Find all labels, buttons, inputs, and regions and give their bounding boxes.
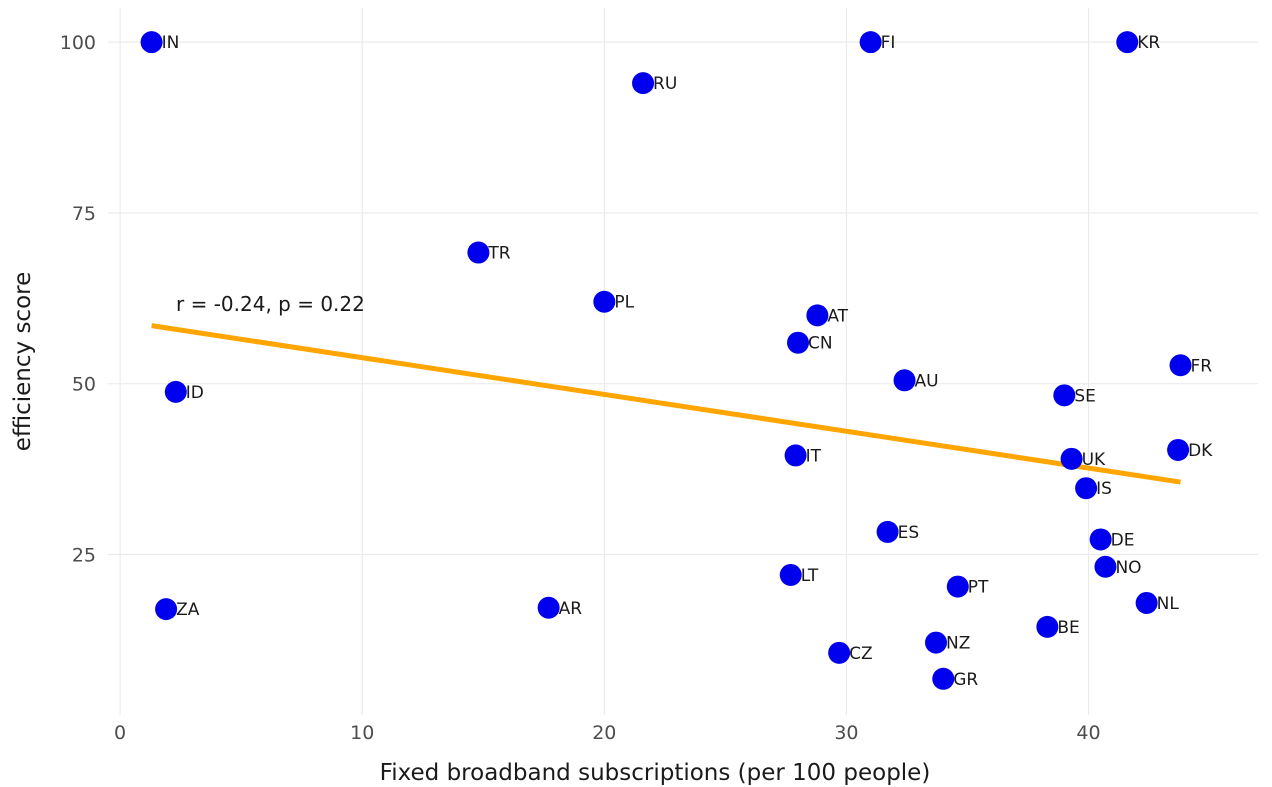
data-point-nl xyxy=(1135,591,1158,614)
point-label-ru: RU xyxy=(653,74,677,94)
data-point-se xyxy=(1053,384,1076,407)
y-tick-label: 75 xyxy=(72,203,96,225)
point-label-at: AT xyxy=(827,306,848,326)
point-label-lt: LT xyxy=(801,566,819,586)
gridlines xyxy=(108,8,1258,715)
correlation-annotation: r = -0.24, p = 0.22 xyxy=(176,292,365,316)
data-point-be xyxy=(1036,615,1059,638)
data-point-kr xyxy=(1116,31,1139,54)
data-point-lt xyxy=(779,563,802,586)
point-label-es: ES xyxy=(898,523,920,543)
point-label-be: BE xyxy=(1057,618,1079,638)
point-label-dk: DK xyxy=(1188,441,1213,461)
x-tick-label: 0 xyxy=(114,722,126,744)
data-point-cn xyxy=(787,331,809,354)
point-label-fi: FI xyxy=(881,33,896,53)
point-label-id: ID xyxy=(186,383,204,403)
point-label-de: DE xyxy=(1111,530,1135,550)
trend-line xyxy=(151,323,1181,485)
point-label-se: SE xyxy=(1074,386,1096,406)
y-tick-label: 100 xyxy=(60,32,96,54)
data-points: IN RU FI KR TR PL AT CN ID AU SE FR IT UK DK IS ES DE NO LT… xyxy=(140,31,1213,690)
point-label-cn: CN xyxy=(808,334,833,354)
data-point-at xyxy=(806,304,829,327)
data-point-id xyxy=(164,380,187,403)
data-point-in xyxy=(140,31,163,54)
data-point-es xyxy=(876,520,899,543)
point-label-kr: KR xyxy=(1137,33,1160,53)
data-point-au xyxy=(893,369,916,392)
point-label-in: IN xyxy=(162,33,180,53)
data-point-ru xyxy=(632,72,655,95)
data-point-gr xyxy=(932,667,955,690)
y-tick-label: 25 xyxy=(72,544,96,566)
data-point-de xyxy=(1089,528,1112,551)
point-label-cz: CZ xyxy=(849,644,873,664)
point-label-tr: TR xyxy=(487,244,510,264)
point-label-gr: GR xyxy=(953,670,978,690)
point-label-nz: NZ xyxy=(946,634,970,654)
x-tick-label: 30 xyxy=(834,722,858,744)
point-label-za: ZA xyxy=(176,600,200,620)
data-point-fi xyxy=(859,31,882,54)
point-label-fr: FR xyxy=(1191,356,1213,376)
x-axis-title: Fixed broadband subscriptions (per 100 p… xyxy=(380,760,931,786)
point-label-pt: PT xyxy=(968,578,989,598)
data-point-fr xyxy=(1169,354,1192,377)
x-tick-label: 20 xyxy=(592,722,616,744)
data-point-pl xyxy=(593,290,616,313)
tick-labels: 0 10 20 30 40 25 50 75 100 xyxy=(60,32,1101,744)
data-point-it xyxy=(784,444,807,467)
y-tick-label: 50 xyxy=(72,374,96,396)
data-point-is xyxy=(1075,477,1098,500)
data-point-tr xyxy=(467,241,490,264)
y-axis-title: efficiency score xyxy=(10,272,36,452)
point-label-uk: UK xyxy=(1082,450,1106,470)
x-tick-label: 10 xyxy=(350,722,374,744)
data-point-nz xyxy=(925,631,947,654)
point-label-it: IT xyxy=(806,446,822,466)
x-tick-label: 40 xyxy=(1076,722,1100,744)
data-point-cz xyxy=(828,641,851,664)
data-point-no xyxy=(1094,555,1117,578)
data-point-pt xyxy=(946,575,969,598)
data-point-uk xyxy=(1060,447,1083,470)
point-label-ar: AR xyxy=(559,599,583,619)
data-point-dk xyxy=(1167,438,1190,461)
point-label-no: NO xyxy=(1115,558,1141,578)
point-label-au: AU xyxy=(915,371,939,391)
data-point-ar xyxy=(537,596,560,619)
data-point-za xyxy=(155,598,178,621)
point-label-pl: PL xyxy=(614,293,634,313)
point-label-is: IS xyxy=(1096,479,1112,499)
point-label-nl: NL xyxy=(1157,594,1180,614)
